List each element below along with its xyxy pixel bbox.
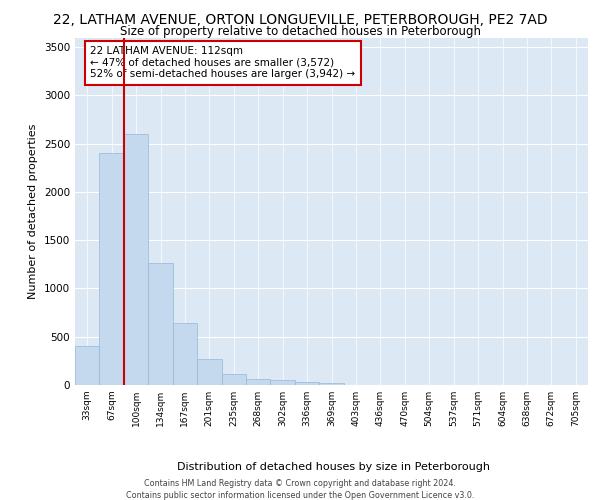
Y-axis label: Number of detached properties: Number of detached properties — [28, 124, 38, 299]
Bar — [75, 346, 100, 385]
Text: Distribution of detached houses by size in Peterborough: Distribution of detached houses by size … — [176, 462, 490, 472]
Text: 22, LATHAM AVENUE, ORTON LONGUEVILLE, PETERBOROUGH, PE2 7AD: 22, LATHAM AVENUE, ORTON LONGUEVILLE, PE… — [53, 12, 547, 26]
Bar — [197, 359, 221, 385]
Bar — [148, 264, 173, 385]
Bar — [271, 380, 295, 385]
Text: Size of property relative to detached houses in Peterborough: Size of property relative to detached ho… — [119, 25, 481, 38]
Text: Contains public sector information licensed under the Open Government Licence v3: Contains public sector information licen… — [126, 491, 474, 500]
Bar — [124, 134, 148, 385]
Bar — [246, 379, 271, 385]
Bar — [221, 374, 246, 385]
Bar — [319, 383, 344, 385]
Bar — [173, 323, 197, 385]
Text: 22 LATHAM AVENUE: 112sqm
← 47% of detached houses are smaller (3,572)
52% of sem: 22 LATHAM AVENUE: 112sqm ← 47% of detach… — [91, 46, 356, 80]
Bar — [295, 382, 319, 385]
Bar — [100, 154, 124, 385]
Text: Contains HM Land Registry data © Crown copyright and database right 2024.: Contains HM Land Registry data © Crown c… — [144, 479, 456, 488]
